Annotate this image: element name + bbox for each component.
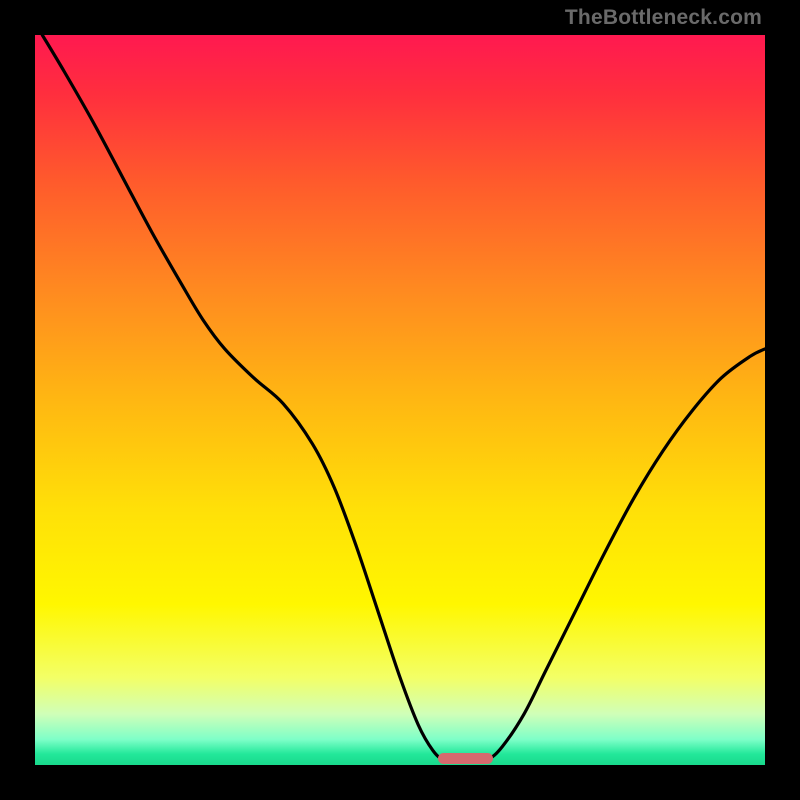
bottleneck-curve bbox=[42, 35, 765, 762]
chart-frame: TheBottleneck.com bbox=[0, 0, 800, 800]
bottleneck-curve-svg bbox=[35, 35, 765, 765]
frame-border-left bbox=[0, 0, 35, 800]
plot-area bbox=[35, 35, 765, 765]
watermark-text: TheBottleneck.com bbox=[565, 6, 762, 30]
optimal-range-pill bbox=[438, 753, 493, 765]
frame-border-right bbox=[765, 0, 800, 800]
frame-border-bottom bbox=[0, 765, 800, 800]
